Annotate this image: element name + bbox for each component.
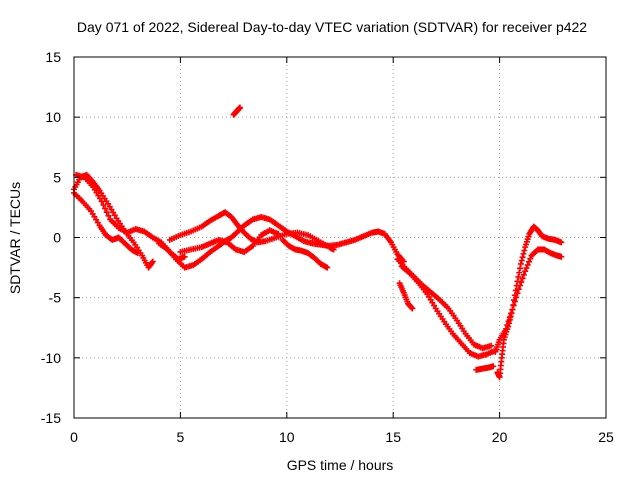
data-point: [518, 279, 525, 286]
x-tick-label-5: 25: [598, 429, 614, 445]
data-point: [502, 325, 509, 332]
data-point: [510, 302, 517, 309]
series-track-f: [177, 227, 282, 255]
data-point: [508, 310, 515, 317]
series-track-n: [230, 104, 243, 118]
data-point: [515, 273, 522, 280]
data-point: [236, 104, 243, 111]
data-point: [511, 298, 518, 305]
data-point: [517, 282, 524, 289]
data-point: [517, 260, 524, 267]
data-point: [505, 318, 512, 325]
data-point: [516, 269, 523, 276]
data-point: [134, 250, 141, 257]
data-point: [324, 264, 331, 271]
data-point: [330, 246, 337, 253]
data-point: [100, 202, 107, 209]
data-point: [517, 265, 524, 272]
plot-border: [73, 56, 607, 419]
data-point: [409, 305, 416, 312]
y-tick-labels: -15 -10 -5 0 5 10 15: [41, 49, 61, 426]
chart-title: Day 071 of 2022, Sidereal Day-to-day VTE…: [77, 19, 587, 35]
series-track-m: [492, 246, 565, 355]
data-point: [98, 198, 105, 205]
data-point: [558, 239, 565, 246]
data-point: [513, 294, 520, 301]
data-point: [408, 304, 415, 311]
data-point: [527, 255, 534, 262]
data-point: [520, 271, 527, 278]
x-tick-label-4: 20: [492, 429, 508, 445]
data-point: [519, 254, 526, 261]
series-track-g: [279, 236, 331, 271]
series-track-e: [166, 209, 337, 253]
y-tick-label-2: -5: [49, 290, 62, 306]
y-tick-label-1: -10: [41, 350, 61, 366]
series-track-k: [473, 363, 497, 373]
data-point: [523, 265, 530, 272]
series-track-i: [398, 263, 499, 360]
data-point: [558, 253, 565, 260]
x-tick-label-1: 5: [177, 429, 185, 445]
x-tick-labels: 0 5 10 15 20 25: [70, 429, 614, 445]
series-track-d: [156, 214, 407, 271]
data-point: [105, 212, 112, 219]
y-axis-label: SDTVAR / TECUs: [7, 182, 23, 294]
grid: [74, 57, 606, 418]
data-point: [504, 322, 511, 329]
data-point: [490, 363, 497, 370]
x-tick-label-2: 10: [279, 429, 295, 445]
y-tick-label-5: 10: [45, 109, 61, 125]
data-point: [518, 257, 525, 264]
data-point: [524, 261, 531, 268]
data-point: [525, 258, 532, 265]
data-point: [181, 253, 188, 260]
data-point: [514, 290, 521, 297]
data-point: [521, 247, 528, 254]
data-point: [103, 209, 110, 216]
x-tick-label-0: 0: [70, 429, 78, 445]
data-point: [275, 230, 282, 237]
y-tick-label-6: 15: [45, 49, 61, 65]
data-point: [520, 250, 527, 257]
data-point: [506, 314, 513, 321]
data-point: [522, 268, 529, 275]
data-point: [102, 205, 109, 212]
data-points: [71, 104, 565, 381]
x-tick-label-3: 15: [385, 429, 401, 445]
x-axis-label: GPS time / hours: [287, 457, 394, 473]
y-tick-label-0: -15: [41, 410, 61, 426]
data-point: [515, 286, 522, 293]
data-point: [149, 258, 156, 265]
y-tick-label-3: 0: [53, 230, 61, 246]
data-point: [509, 306, 516, 313]
y-tick-label-4: 5: [53, 169, 61, 185]
data-point: [519, 275, 526, 282]
data-point: [488, 342, 495, 349]
series-track-l: [494, 223, 565, 381]
series-track-j: [396, 280, 416, 312]
